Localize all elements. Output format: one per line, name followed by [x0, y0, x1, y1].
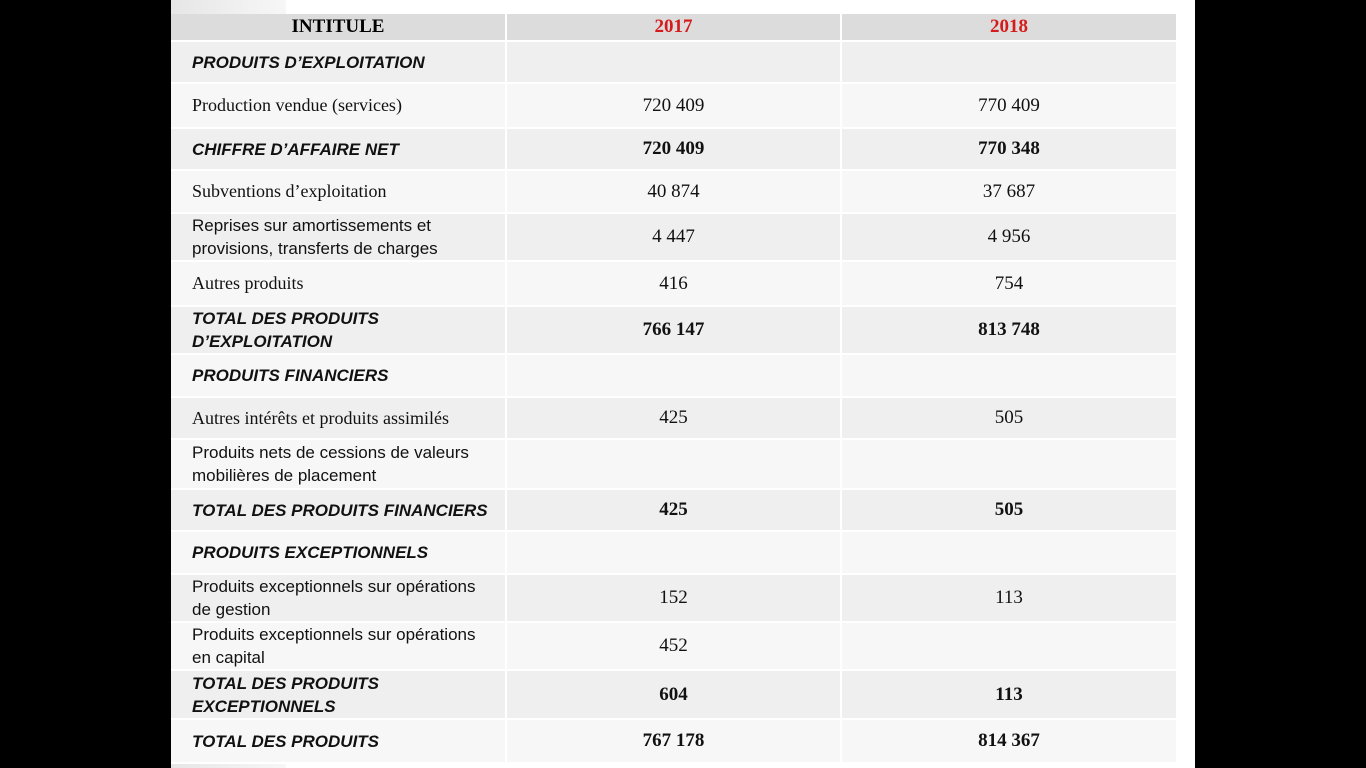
value-2018 [841, 41, 1176, 84]
table-row: Autres produits 416 754 [171, 261, 1176, 307]
row-label: TOTAL DES PRODUITS [171, 719, 507, 764]
value-2017: 152 [506, 574, 842, 623]
table-row: Subventions d’exploitation 40 874 37 687 [171, 170, 1176, 214]
row-label: Autres produits [171, 261, 507, 307]
row-label: Reprises sur amortissements et provision… [171, 213, 507, 262]
header-2018: 2018 [841, 14, 1176, 42]
value-2017: 425 [506, 397, 842, 440]
row-label: Produits exceptionnels sur opérations en… [171, 622, 507, 671]
table-row: PRODUITS FINANCIERS [171, 354, 1176, 398]
value-2018: 4 956 [841, 213, 1176, 262]
value-2018 [841, 622, 1176, 671]
table-row: TOTAL DES PRODUITS EXCEPTIONNELS 604 113 [171, 670, 1176, 720]
value-2018: 505 [841, 489, 1176, 532]
table-row: TOTAL DES PRODUITS 767 178 814 367 [171, 719, 1176, 764]
header-row: INTITULE 2017 2018 [171, 14, 1176, 42]
value-2018 [841, 531, 1176, 575]
row-label: Produits exceptionnels sur opérations de… [171, 574, 507, 623]
table-row: PRODUITS EXCEPTIONNELS [171, 531, 1176, 575]
row-label: TOTAL DES PRODUITS D’EXPLOITATION [171, 306, 507, 355]
slide: INTITULE 2017 2018 PRODUITS D’EXPLOITATI… [171, 0, 1195, 768]
row-label: CHIFFRE D’AFFAIRE NET [171, 128, 507, 171]
value-2017: 720 409 [506, 128, 842, 171]
value-2018: 113 [841, 574, 1176, 623]
value-2017: 452 [506, 622, 842, 671]
value-2017: 425 [506, 489, 842, 532]
value-2017: 4 447 [506, 213, 842, 262]
table-row: TOTAL DES PRODUITS FINANCIERS 425 505 [171, 489, 1176, 532]
value-2017: 40 874 [506, 170, 842, 214]
table-row: Production vendue (services) 720 409 770… [171, 83, 1176, 129]
value-2017: 416 [506, 261, 842, 307]
value-2017 [506, 531, 842, 575]
value-2018: 113 [841, 670, 1176, 720]
value-2018: 754 [841, 261, 1176, 307]
value-2017 [506, 354, 842, 398]
value-2018 [841, 354, 1176, 398]
value-2018: 505 [841, 397, 1176, 440]
table-row: PRODUITS D’EXPLOITATION [171, 41, 1176, 84]
header-intitule: INTITULE [171, 14, 507, 42]
value-2018: 37 687 [841, 170, 1176, 214]
row-label: PRODUITS FINANCIERS [171, 354, 507, 398]
value-2018: 770 409 [841, 83, 1176, 129]
header-2017: 2017 [506, 14, 842, 42]
table-row: TOTAL DES PRODUITS D’EXPLOITATION 766 14… [171, 306, 1176, 355]
value-2017: 767 178 [506, 719, 842, 764]
value-2018 [841, 439, 1176, 490]
table-row: Reprises sur amortissements et provision… [171, 213, 1176, 262]
row-label: Autres intérêts et produits assimilés [171, 397, 507, 440]
value-2018: 813 748 [841, 306, 1176, 355]
table-row: CHIFFRE D’AFFAIRE NET 720 409 770 348 [171, 128, 1176, 171]
row-label: TOTAL DES PRODUITS FINANCIERS [171, 489, 507, 532]
corner-decoration [171, 760, 286, 768]
table-row: Produits exceptionnels sur opérations de… [171, 574, 1176, 623]
row-label: Produits nets de cessions de valeurs mob… [171, 439, 507, 490]
table-row: Autres intérêts et produits assimilés 42… [171, 397, 1176, 440]
value-2018: 770 348 [841, 128, 1176, 171]
value-2017: 720 409 [506, 83, 842, 129]
row-label: PRODUITS EXCEPTIONNELS [171, 531, 507, 575]
income-table: INTITULE 2017 2018 PRODUITS D’EXPLOITATI… [171, 14, 1176, 764]
value-2017: 604 [506, 670, 842, 720]
table-row: Produits exceptionnels sur opérations en… [171, 622, 1176, 671]
corner-decoration [171, 0, 286, 14]
row-label: Production vendue (services) [171, 83, 507, 129]
value-2017: 766 147 [506, 306, 842, 355]
table-row: Produits nets de cessions de valeurs mob… [171, 439, 1176, 490]
row-label: TOTAL DES PRODUITS EXCEPTIONNELS [171, 670, 507, 720]
row-label: PRODUITS D’EXPLOITATION [171, 41, 507, 84]
row-label: Subventions d’exploitation [171, 170, 507, 214]
value-2017 [506, 439, 842, 490]
value-2017 [506, 41, 842, 84]
value-2018: 814 367 [841, 719, 1176, 764]
